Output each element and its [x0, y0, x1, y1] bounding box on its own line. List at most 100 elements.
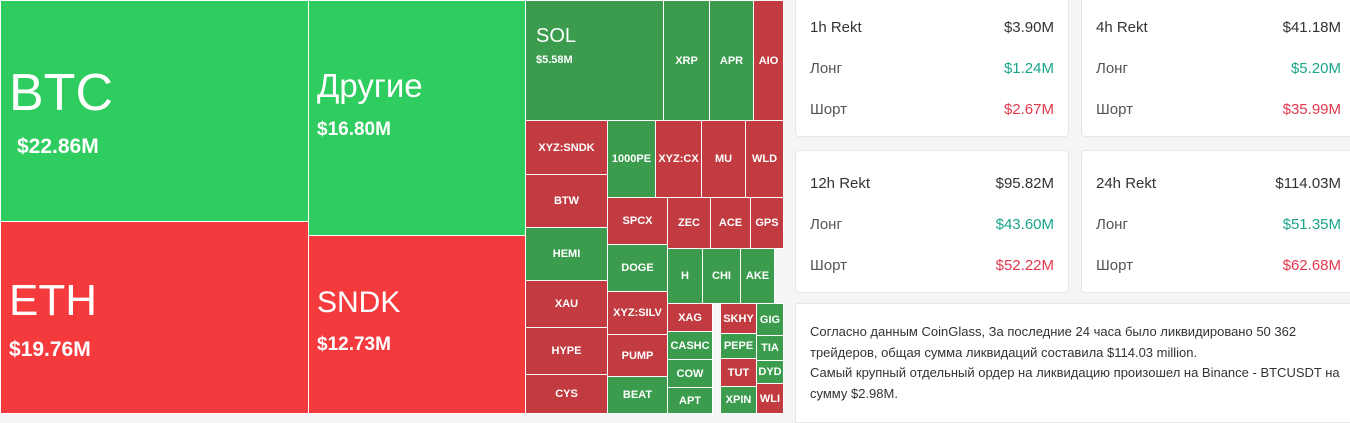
tile: 1000PE: [607, 120, 656, 198]
tile: SOL $5.58M: [525, 0, 664, 121]
row-value: $43.60M: [995, 216, 1054, 233]
tile: GIG: [756, 303, 784, 336]
tile: APT: [667, 387, 713, 414]
row-value: $35.99M: [1282, 101, 1341, 118]
card-title: 12h Rekt: [810, 175, 871, 192]
tile: XRP: [663, 0, 710, 121]
row-label: Шорт: [1096, 101, 1133, 118]
tile: TUT: [720, 358, 757, 387]
tile: CHI: [702, 248, 741, 304]
tile: DYD: [756, 360, 784, 384]
card-row: Лонг $43.60M: [810, 204, 1054, 245]
tile-label: XAU: [554, 298, 579, 310]
tile: PUMP: [607, 334, 668, 377]
tile-label: WLD: [751, 153, 778, 165]
tile-label: BTC: [9, 64, 113, 123]
tile-value: $12.73M: [317, 334, 391, 356]
card-total: $41.18M: [1282, 19, 1341, 36]
tile: APR: [709, 0, 754, 121]
tile: ZEC: [667, 197, 711, 249]
row-label: Лонг: [810, 60, 842, 77]
tile-label: APT: [679, 394, 701, 407]
card-title: 4h Rekt: [1096, 19, 1148, 36]
tile: MU: [701, 120, 746, 198]
tile-label: XYZ:CX: [658, 153, 699, 165]
tile-label: BEAT: [622, 389, 653, 401]
tile: CYS: [525, 374, 608, 414]
tile-label: ZEC: [678, 217, 700, 229]
card-total: $95.82M: [995, 175, 1054, 192]
card-header: 1h Rekt $3.90M: [810, 7, 1054, 48]
card-row: Шорт $2.67M: [810, 89, 1054, 130]
row-value: $2.67M: [1003, 101, 1054, 118]
tile-label: SPCX: [622, 215, 653, 227]
tile: HYPE: [525, 327, 608, 375]
tile: AKE: [740, 248, 775, 304]
card-total: $3.90M: [1003, 19, 1054, 36]
tile-label: XAG: [678, 311, 702, 324]
row-label: Шорт: [1096, 257, 1133, 274]
tile: H: [667, 248, 703, 304]
card-row: Шорт $62.68M: [1096, 245, 1341, 286]
tile-label: ETH: [9, 276, 97, 326]
tile-label: XYZ:SILV: [613, 307, 662, 319]
tile-value: $22.86M: [17, 135, 99, 159]
tile: ACE: [710, 197, 751, 249]
tile: TIA: [756, 335, 784, 361]
stat-card: 24h Rekt $114.03M Лонг $51.35M Шорт $62.68M: [1081, 150, 1350, 293]
card-header: 4h Rekt $41.18M: [1096, 7, 1341, 48]
stat-card: 12h Rekt $95.82M Лонг $43.60M Шорт $52.22M: [795, 150, 1069, 293]
row-value: $52.22M: [995, 257, 1054, 274]
row-label: Шорт: [810, 101, 847, 118]
tile: XYZ:SILV: [607, 291, 668, 335]
card-total: $114.03M: [1275, 175, 1341, 192]
tile-label: XRP: [675, 54, 698, 67]
row-label: Лонг: [1096, 60, 1128, 77]
tile-value: $16.80M: [317, 119, 391, 141]
tile-label: Другие: [317, 67, 423, 105]
tile-label: COW: [676, 367, 704, 380]
row-value: $5.20M: [1290, 60, 1341, 77]
tile-label: TIA: [761, 342, 779, 354]
tile: COW: [667, 359, 713, 388]
card-title: 1h Rekt: [810, 19, 862, 36]
summary-text: Самый крупный отдельный ордер на ликвида…: [810, 365, 1340, 401]
tile: PEPE: [720, 333, 757, 359]
tile: GPS: [750, 197, 784, 249]
tile: ETH $19.76M: [0, 221, 309, 414]
tile-label: 1000PE: [611, 153, 652, 165]
tile: SPCX: [607, 197, 668, 245]
card-row: Лонг $1.24M: [810, 48, 1054, 89]
tile: DOGE: [607, 244, 668, 292]
stat-card: 1h Rekt $3.90M Лонг $1.24M Шорт $2.67M: [795, 0, 1069, 137]
tile: XYZ:CX: [655, 120, 702, 198]
tile-label: TUT: [727, 366, 750, 379]
tile: Другие $16.80M: [308, 0, 526, 236]
tile-label: H: [681, 270, 689, 282]
tile-label: PUMP: [621, 349, 654, 362]
row-value: $51.35M: [1282, 216, 1341, 233]
tile-label: AIO: [758, 54, 779, 67]
tile-label: SNDK: [317, 286, 401, 320]
tile: BEAT: [607, 376, 668, 414]
card-row: Лонг $51.35M: [1096, 204, 1341, 245]
tile-label: DOGE: [621, 262, 654, 274]
tile-label: WLI: [759, 392, 781, 405]
tile-value: $19.76M: [9, 338, 91, 362]
tile: CASHC: [667, 331, 713, 360]
tile-label: CASHC: [670, 339, 710, 352]
tile-label: DYD: [758, 366, 782, 378]
summary: Согласно данным CoinGlass, За последние …: [795, 303, 1350, 423]
tile-value: $5.58M: [536, 54, 573, 66]
row-value: $1.24M: [1003, 60, 1054, 77]
tile: WLI: [756, 383, 784, 414]
card-row: Шорт $52.22M: [810, 245, 1054, 286]
row-label: Лонг: [810, 216, 842, 233]
tile: BTC $22.86M: [0, 0, 309, 222]
tile-label: HYPE: [551, 345, 582, 357]
tile-label: GPS: [755, 217, 779, 229]
tile: SKHY: [720, 303, 757, 334]
summary-text: Согласно данным CoinGlass, За последние …: [810, 324, 1297, 360]
tile: WLD: [745, 120, 784, 198]
